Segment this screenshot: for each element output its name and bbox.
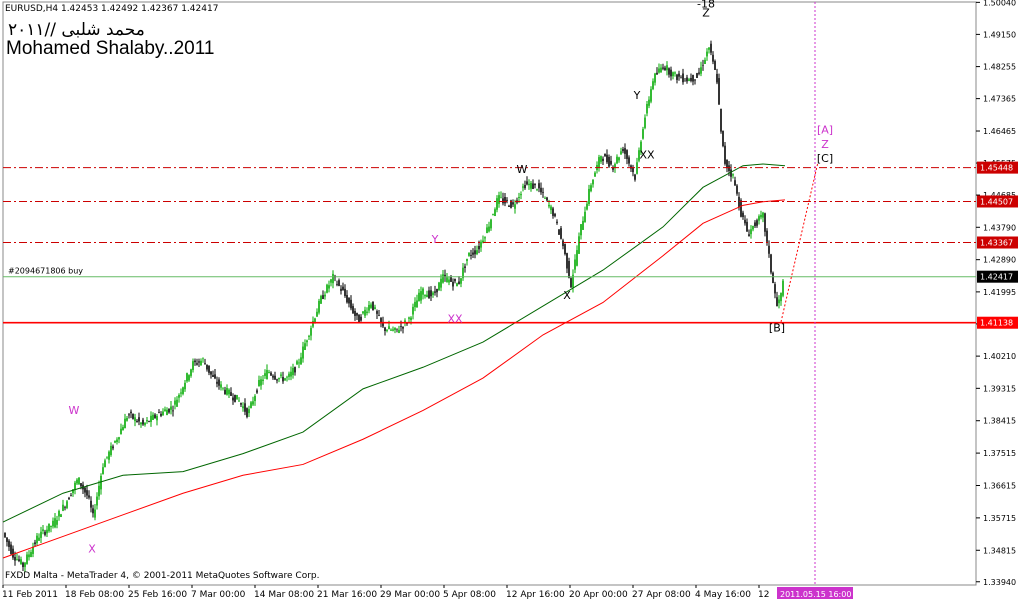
y-tick-label: 1.37515 xyxy=(983,449,1016,458)
x-tick-label: 5 Apr 08:00 xyxy=(443,590,496,600)
ma-red-line xyxy=(2,199,786,559)
level-line-label: #2094671806 buy xyxy=(8,267,83,276)
level-price-box xyxy=(977,195,1018,208)
level-price-box xyxy=(977,161,1018,174)
candles-group xyxy=(4,40,784,572)
level-price-label: 1.45448 xyxy=(980,164,1013,173)
y-tick-label: 1.43790 xyxy=(983,223,1016,232)
wave-label: X xyxy=(88,543,96,556)
y-tick-label: 1.47365 xyxy=(983,95,1016,104)
wave-label: W xyxy=(69,404,80,417)
level-price-box xyxy=(977,236,1018,249)
y-tick-label: 1.33940 xyxy=(983,578,1016,587)
wave-label: Y xyxy=(633,89,641,102)
y-tick-label: 1.49150 xyxy=(983,30,1016,39)
wave-label: [C] xyxy=(817,152,833,165)
level-price-label: 1.43367 xyxy=(980,239,1013,248)
x-tick-label: 7 Mar 00:00 xyxy=(191,590,246,600)
x-tick-label: 18 Feb 08:00 xyxy=(65,590,124,600)
y-tick-label: 1.42890 xyxy=(983,256,1016,265)
y-tick-label: 1.35715 xyxy=(983,514,1016,523)
wave-label: Z xyxy=(702,6,710,19)
x-tick-label: 29 Mar 00:00 xyxy=(380,590,440,600)
x-tick-label: 25 Feb 16:00 xyxy=(128,590,187,600)
level-price-box xyxy=(977,270,1018,283)
author-name: Mohamed Shalaby..2011 xyxy=(6,38,215,59)
arabic-signature: محمد شلبى //٢٠١١ xyxy=(8,20,145,40)
x-tick-label: 14 Mar 08:00 xyxy=(254,590,314,600)
x-tick-label: 11 Feb 2011 xyxy=(2,590,58,600)
x-tick-label: 21 Mar 16:00 xyxy=(317,590,377,600)
y-tick-label: 1.40210 xyxy=(983,352,1016,361)
wave-label: [A] xyxy=(817,123,833,136)
plot-frame xyxy=(2,1,977,586)
level-price-label: 1.44507 xyxy=(980,197,1013,206)
time-marker-label: 2011.05.15 16:00 xyxy=(780,590,851,599)
x-tick-label: 27 Apr 08:00 xyxy=(632,590,691,600)
wave-label: XX xyxy=(639,149,655,162)
y-tick-label: 1.41995 xyxy=(983,288,1016,297)
wave-label: [B] xyxy=(769,321,785,334)
x-tick-label: 12 Apr 16:00 xyxy=(506,590,565,600)
ma-green-line xyxy=(2,163,786,523)
y-tick-label: 1.39315 xyxy=(983,384,1016,393)
wave-label: Z xyxy=(821,138,829,151)
level-price-label: 1.41138 xyxy=(980,319,1013,328)
wave-label: -18 xyxy=(697,0,715,10)
time-marker-box xyxy=(777,587,853,599)
wave-label: Y xyxy=(431,233,439,246)
symbol-info: EURUSD,H4 1.42453 1.42492 1.42367 1.4241… xyxy=(5,4,219,14)
x-tick-label: 20 Apr 00:00 xyxy=(569,590,628,600)
copyright-text: FXDD Malta - MetaTrader 4, © 2001-2011 M… xyxy=(5,571,320,581)
y-tick-label: 1.36615 xyxy=(983,481,1016,490)
y-tick-label: 1.50040 xyxy=(983,0,1016,7)
wave-label: W xyxy=(517,163,528,176)
wave-label: X xyxy=(563,289,571,302)
wave-label: XX xyxy=(447,312,463,325)
projection-line xyxy=(780,162,819,323)
y-tick-label: 1.38415 xyxy=(983,417,1016,426)
level-price-box xyxy=(977,316,1018,329)
level-price-label: 1.42417 xyxy=(980,273,1013,282)
y-tick-label: 1.48255 xyxy=(983,63,1016,72)
x-tick-label: 12 xyxy=(758,590,769,600)
x-tick-label: 4 May 16:00 xyxy=(695,590,751,600)
y-tick-label: 1.46465 xyxy=(983,127,1016,136)
y-tick-label: 1.34815 xyxy=(983,546,1016,555)
